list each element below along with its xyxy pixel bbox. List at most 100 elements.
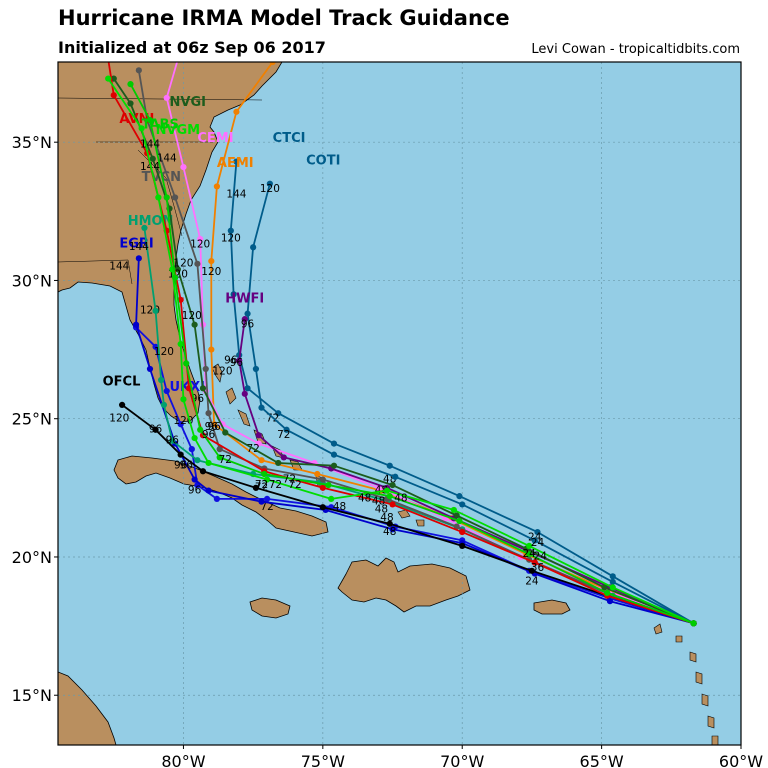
track-point: [110, 92, 117, 99]
forecast-hour-label: 48: [383, 526, 396, 538]
track-point: [244, 385, 251, 392]
track-point: [132, 321, 140, 328]
track-point: [252, 365, 260, 373]
forecast-hour-label: 120: [201, 266, 221, 278]
track-point: [601, 584, 608, 591]
track-point: [236, 357, 243, 364]
track-point: [177, 296, 184, 303]
track-point: [330, 451, 338, 458]
forecast-hour-label: 120: [154, 346, 174, 358]
track-point: [177, 421, 184, 428]
forecast-hour-label: 96: [202, 429, 216, 441]
jamaica: [249, 597, 291, 619]
track-point: [213, 183, 221, 190]
track-point: [534, 528, 541, 536]
track-point: [255, 440, 262, 447]
model-label-aemi: AEMI: [217, 156, 254, 171]
track-point: [171, 274, 179, 281]
track-point: [146, 365, 154, 373]
forecast-hour-label: 48: [333, 501, 346, 513]
track-point: [155, 194, 162, 201]
track-point: [216, 454, 223, 461]
track-point: [135, 255, 142, 262]
model-label-ofcl: OFCL: [103, 375, 141, 390]
forecast-hour-label: 48: [394, 493, 407, 505]
forecast-hour-label: 72: [255, 482, 268, 494]
track-point: [275, 459, 282, 467]
track-point: [266, 180, 273, 187]
track-point: [208, 346, 215, 353]
track-point: [194, 260, 201, 267]
track-point: [199, 468, 207, 475]
track-point: [213, 495, 221, 502]
forecast-hour-label: 72: [260, 501, 273, 513]
track-point: [105, 75, 112, 82]
track-point: [160, 401, 168, 408]
tracks-layer: 24487296120CTCI72120COTI144AEMI7296120CE…: [103, 62, 697, 627]
model-label-ctci: CTCI: [273, 131, 306, 146]
track-point: [205, 487, 212, 494]
track-point: [459, 528, 466, 536]
forecast-hour-label: 96: [224, 354, 238, 366]
track-tabs: 72 144 TABS: [127, 81, 697, 627]
track-point: [252, 484, 260, 491]
lat-tick-label: 20°N: [12, 548, 52, 567]
forecast-hour-label: 120: [190, 238, 210, 250]
track-point: [152, 343, 159, 350]
track-point: [531, 559, 538, 566]
forecast-hour-label: 120: [109, 412, 129, 424]
track-point: [386, 493, 393, 500]
track-point: [127, 81, 134, 88]
track-point: [319, 484, 326, 491]
forecast-hour-label: 96: [207, 421, 221, 433]
forecast-hour-label: 144: [226, 188, 246, 200]
track-point: [383, 487, 391, 494]
track-point: [152, 307, 159, 314]
lat-tick-label: 25°N: [12, 410, 52, 429]
track-coti: 72 120 COTI: [244, 153, 697, 627]
forecast-hour-label: 96: [174, 459, 188, 471]
model-label-coti: COTI: [306, 153, 340, 168]
forecast-hour-label: 144: [157, 153, 177, 165]
track-point: [386, 520, 393, 527]
hispaniola: [337, 557, 471, 613]
lon-tick-label: 75°W: [301, 752, 345, 768]
lon-tick-label: 65°W: [580, 752, 624, 768]
track-point: [263, 476, 271, 483]
track-point: [119, 401, 126, 408]
track-point: [216, 446, 223, 453]
track-point: [606, 598, 614, 605]
lon-tick-label: 80°W: [161, 752, 205, 768]
chart-title: Hurricane IRMA Model Track Guidance: [58, 6, 510, 30]
track-point: [191, 476, 198, 483]
track-point: [222, 429, 229, 436]
forecast-hour-label: 120: [182, 310, 202, 322]
track-point: [604, 589, 611, 597]
forecast-hour-label: 48: [375, 504, 388, 516]
track-point: [233, 158, 240, 165]
track-point: [609, 578, 616, 585]
model-label-cemi: CEMI: [197, 131, 233, 146]
track-point: [330, 462, 338, 469]
forecast-hour-label: 24: [534, 551, 548, 563]
track-point: [227, 227, 234, 234]
track-point: [163, 387, 170, 395]
track-point: [241, 390, 248, 397]
forecast-hour-label: 96: [166, 435, 180, 447]
track-point: [325, 481, 332, 489]
forecast-hour-label: 72: [283, 473, 296, 485]
track-point: [171, 194, 179, 201]
track-point: [531, 537, 538, 544]
track-ofcl: 48 96 120 OFCL: [103, 375, 697, 627]
forecast-hour-label: 24: [522, 548, 536, 560]
track-point: [202, 365, 209, 373]
track-point: [191, 321, 198, 328]
track-point: [197, 235, 204, 243]
model-label-hwfi: HWFI: [225, 292, 264, 307]
track-point: [163, 94, 170, 102]
south-america: [58, 671, 117, 745]
map-frame: [57, 61, 742, 746]
forecast-hour-label: 24: [531, 537, 545, 549]
forecast-hour-label: 96: [205, 421, 219, 433]
